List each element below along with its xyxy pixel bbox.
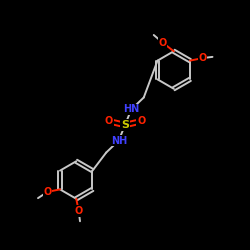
Text: O: O xyxy=(198,53,206,63)
Text: O: O xyxy=(74,206,83,216)
Text: O: O xyxy=(137,116,145,126)
Text: S: S xyxy=(121,120,129,130)
Text: HN: HN xyxy=(123,104,140,115)
Text: O: O xyxy=(104,116,113,126)
Text: O: O xyxy=(158,38,166,48)
Text: O: O xyxy=(44,187,52,197)
Text: NH: NH xyxy=(110,136,127,145)
